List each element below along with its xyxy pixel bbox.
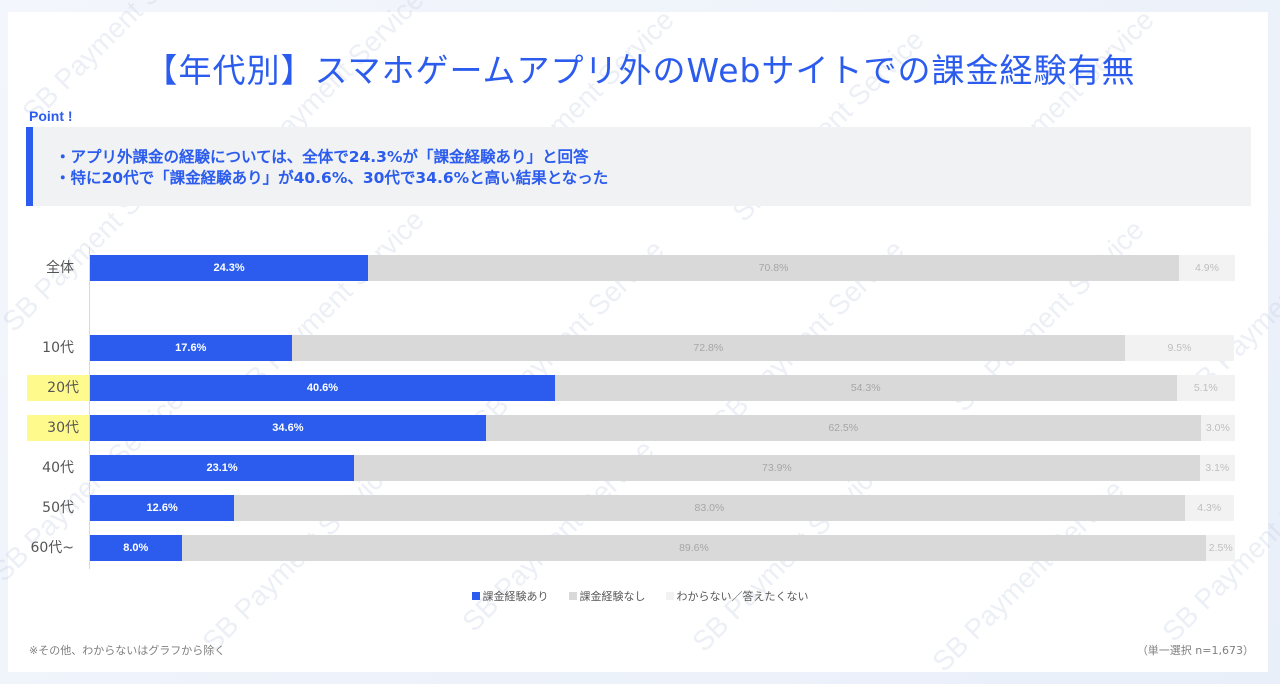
stacked-bar: 24.3% 70.8% 4.9%: [90, 255, 1235, 281]
legend-label: 課金経験あり: [482, 590, 549, 603]
point-line: ・特に20代で「課金経験あり」が40.6%、30代で34.6%と高い結果となった: [55, 169, 609, 187]
bar-segment-no: 83.0%: [234, 495, 1185, 521]
footnote: ※その他、わからないはグラフから除く: [29, 644, 226, 657]
bar-segment-dont-know: 4.3%: [1184, 495, 1234, 521]
bar-segment-no: 72.8%: [291, 335, 1126, 361]
stacked-bar: 23.1% 73.9% 3.1%: [90, 455, 1236, 481]
stacked-bar: 40.6% 54.3% 5.1%: [90, 375, 1235, 401]
sample-size-note: （単一選択 n=1,673）: [1136, 644, 1254, 657]
category-label: 10代: [42, 340, 74, 356]
chart-row: 全体 24.3% 70.8% 4.9%: [0, 255, 1280, 281]
bar-segment-no: 54.3%: [554, 375, 1177, 401]
bar-segment-dont-know: 3.0%: [1200, 415, 1235, 441]
bar-segment-dont-know: 3.1%: [1199, 455, 1236, 481]
bar-segment-dont-know: 2.5%: [1206, 535, 1235, 561]
chart-row: 10代 17.6% 72.8% 9.5%: [0, 335, 1280, 361]
point-box: ・アプリ外課金の経験については、全体で24.3%が「課金経験あり」と回答 ・特に…: [26, 127, 1251, 206]
bar-segment-yes: 34.6%: [90, 415, 486, 441]
bar-segment-no: 62.5%: [485, 415, 1201, 441]
bar-segment-dont-know: 4.9%: [1178, 255, 1235, 281]
bar-segment-yes: 40.6%: [90, 375, 555, 401]
legend-item-no: 課金経験なし: [568, 588, 646, 604]
chart-row: 20代 40.6% 54.3% 5.1%: [0, 375, 1280, 401]
bar-segment-yes: 12.6%: [90, 495, 235, 521]
category-label: 30代: [27, 415, 89, 441]
legend-item-yes: 課金経験あり: [471, 588, 549, 604]
category-label: 60代~: [30, 540, 74, 556]
stacked-bar: 34.6% 62.5% 3.0%: [90, 415, 1235, 441]
point-line: ・アプリ外課金の経験については、全体で24.3%が「課金経験あり」と回答: [55, 148, 589, 166]
chart-legend: 課金経験あり 課金経験なし わからない／答えたくない: [0, 588, 1280, 604]
legend-swatch-icon: [665, 592, 674, 600]
bar-segment-no: 70.8%: [368, 255, 1179, 281]
category-label: 20代: [27, 375, 89, 401]
bar-segment-yes: 23.1%: [90, 455, 355, 481]
bar-segment-yes: 24.3%: [90, 255, 369, 281]
bar-segment-no: 89.6%: [181, 535, 1207, 561]
category-axis-line: [89, 247, 90, 569]
category-label: 全体: [46, 260, 74, 276]
stacked-bar: 8.0% 89.6% 2.5%: [90, 535, 1235, 561]
legend-label: 課金経験なし: [579, 590, 646, 603]
stacked-bar: 12.6% 83.0% 4.3%: [90, 495, 1235, 521]
bar-segment-yes: 17.6%: [90, 335, 292, 361]
legend-swatch-icon: [568, 592, 577, 600]
chart-row: 50代 12.6% 83.0% 4.3%: [0, 495, 1280, 521]
category-label: 50代: [42, 500, 74, 516]
point-label: Point !: [29, 108, 73, 124]
category-label: 40代: [42, 460, 74, 476]
legend-item-dont-know: わからない／答えたくない: [665, 588, 809, 604]
bar-segment-no: 73.9%: [354, 455, 1200, 481]
chart-row: 40代 23.1% 73.9% 3.1%: [0, 455, 1280, 481]
chart-row: 30代 34.6% 62.5% 3.0%: [0, 415, 1280, 441]
legend-swatch-icon: [471, 592, 480, 600]
stacked-bar: 17.6% 72.8% 9.5%: [90, 335, 1235, 361]
chart-row: 60代~ 8.0% 89.6% 2.5%: [0, 535, 1280, 561]
bar-segment-yes: 8.0%: [90, 535, 182, 561]
bar-segment-dont-know: 5.1%: [1176, 375, 1235, 401]
legend-label: わからない／答えたくない: [676, 590, 809, 603]
page-title: 【年代別】スマホゲームアプリ外のWebサイトでの課金経験有無: [144, 51, 1136, 90]
bar-segment-dont-know: 9.5%: [1125, 335, 1234, 361]
